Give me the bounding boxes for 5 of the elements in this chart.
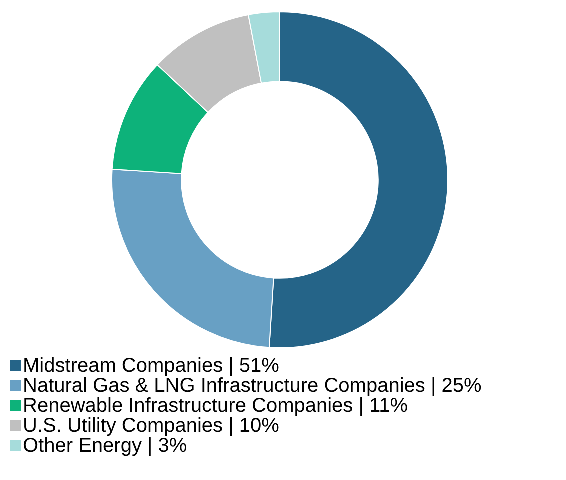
legend-label: Renewable Infrastructure Companies | 11% [23, 395, 408, 417]
legend-label: Other Energy | 3% [23, 435, 188, 457]
legend-label: Midstream Companies | 51% [23, 355, 280, 377]
legend-label: U.S. Utility Companies | 10% [23, 415, 280, 437]
legend-label: Natural Gas & LNG Infrastructure Companies | 25% [23, 375, 482, 397]
